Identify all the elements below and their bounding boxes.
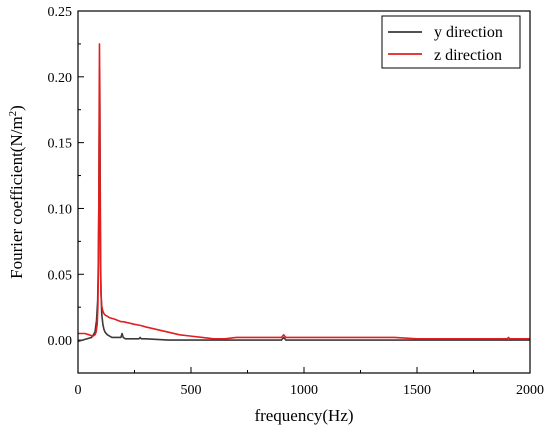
y-tick-label: 0.10 (48, 202, 73, 217)
legend-label-z-direction: z direction (434, 47, 502, 64)
legend-box (381, 15, 521, 69)
y-axis-label-superscript: 2 (7, 111, 19, 117)
x-tick-label: 1500 (403, 383, 431, 398)
x-tick-label: 1000 (290, 383, 318, 398)
y-tick-label: 0.15 (48, 137, 73, 152)
y-tick-label: 0.25 (48, 5, 73, 20)
plot-frame (77, 10, 531, 374)
x-tick-label: 0 (75, 383, 82, 398)
series-line-y-direction (77, 69, 530, 343)
legend: y direction z direction (381, 15, 521, 69)
y-tick-label: 0.05 (48, 268, 73, 283)
x-axis-label: frequency(Hz) (254, 406, 353, 425)
y-tick-label: 0.20 (48, 71, 73, 86)
y-axis-label-main: Fourier coefficient(N/m (7, 116, 26, 279)
y-tick-label: 0.00 (48, 334, 73, 349)
x-tick-label: 2000 (516, 383, 544, 398)
series-line-z-direction (78, 43, 530, 340)
x-tick-label: 500 (181, 383, 202, 398)
y-axis-label: Fourier coefficient(N/m2) (7, 105, 26, 279)
axis-ticks: 0 500 1000 1500 2000 0.00 0.05 0.10 0.15 0.20 0.25 (48, 5, 545, 398)
legend-label-y-direction: y direction (434, 24, 503, 41)
y-axis-label-close: ) (7, 105, 26, 111)
series-lines (77, 43, 530, 343)
